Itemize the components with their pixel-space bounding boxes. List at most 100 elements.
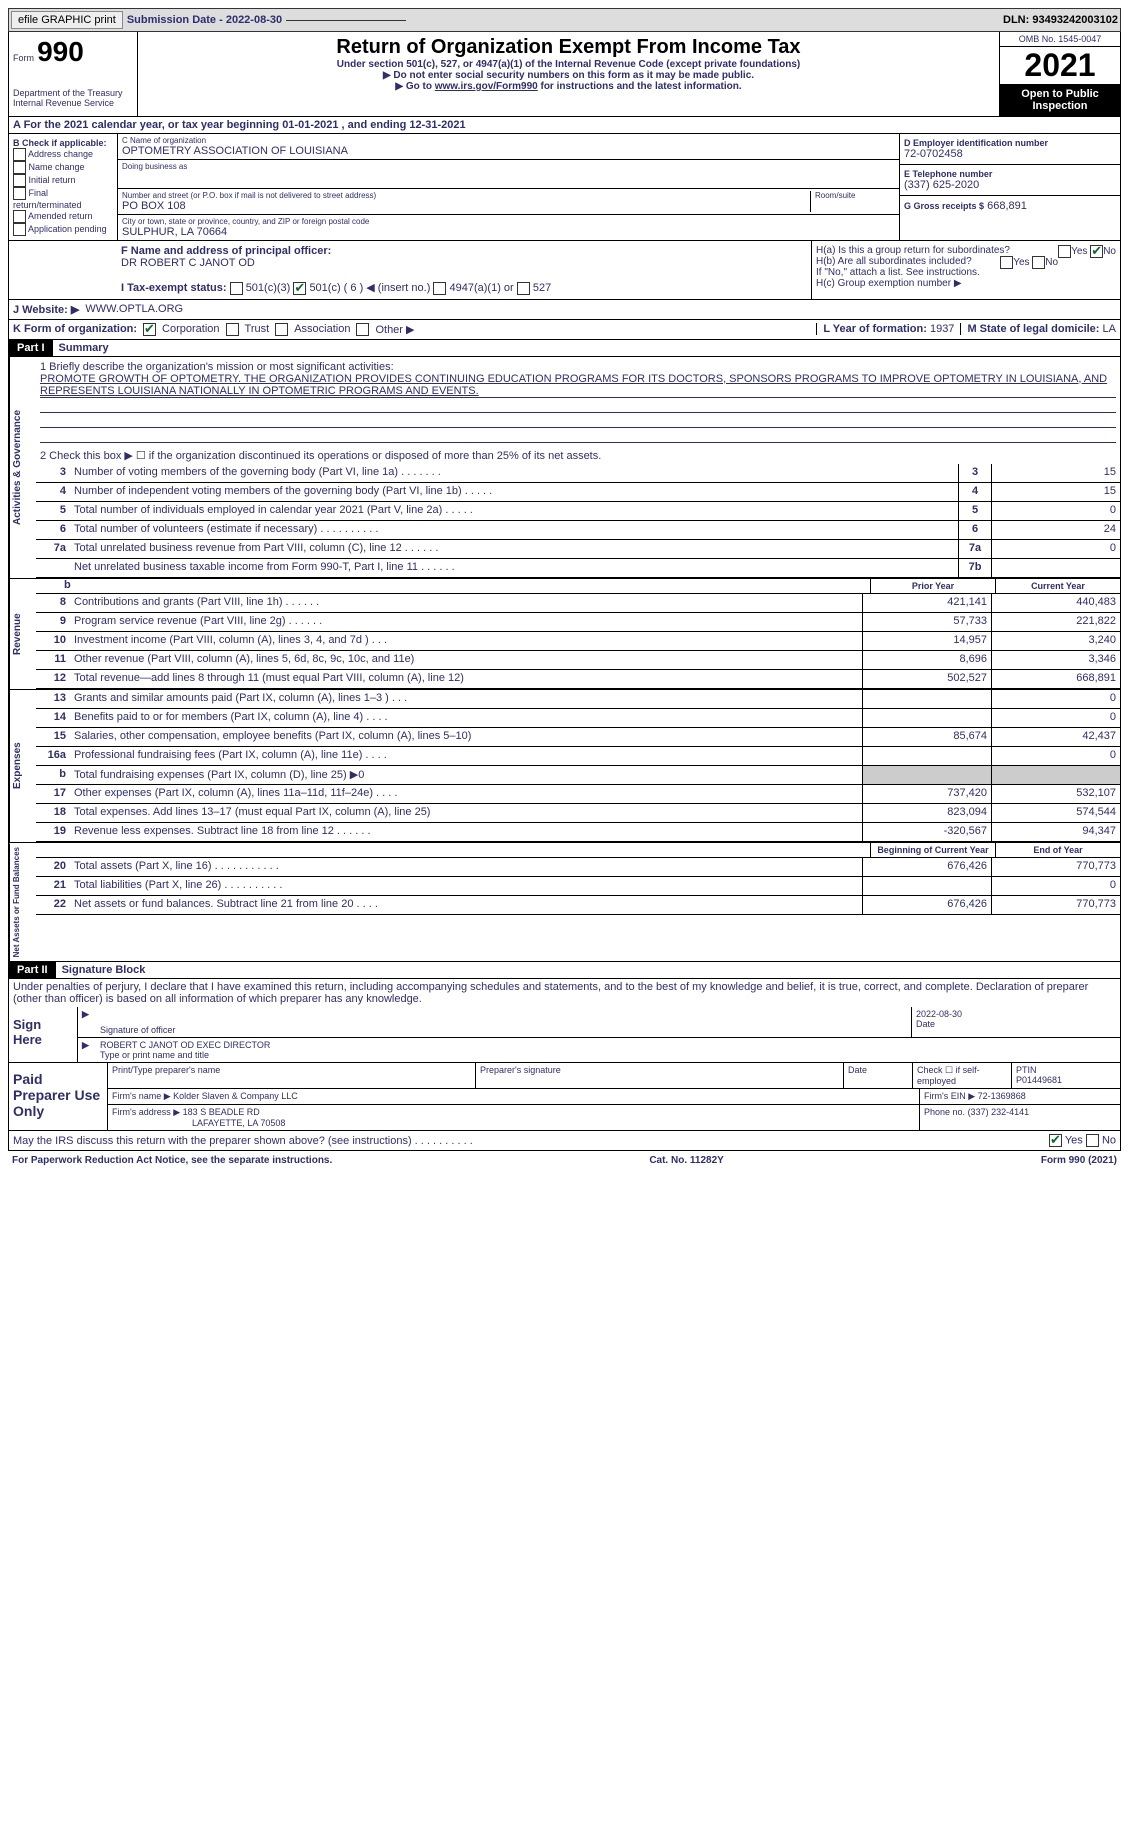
part2-title: Signature Block — [62, 964, 146, 976]
summary-row: 10Investment income (Part VIII, column (… — [36, 632, 1120, 651]
col-end-year: End of Year — [995, 843, 1120, 858]
hc-label: H(c) Group exemption number ▶ — [816, 278, 1116, 289]
summary-row: 9Program service revenue (Part VIII, lin… — [36, 613, 1120, 632]
dln: DLN: 93493242003102 — [1003, 14, 1118, 26]
discuss-yes[interactable] — [1049, 1134, 1062, 1147]
summary-row: Net unrelated business taxable income fr… — [36, 559, 1120, 578]
summary-row: bTotal fundraising expenses (Part IX, co… — [36, 766, 1120, 785]
side-net-assets: Net Assets or Fund Balances — [9, 843, 36, 961]
phone-value: (337) 625-2020 — [904, 179, 1116, 191]
check-corp[interactable] — [143, 323, 156, 336]
gross-receipts-label: G Gross receipts $ — [904, 201, 984, 211]
col-begin-year: Beginning of Current Year — [870, 843, 995, 858]
phone-label: E Telephone number — [904, 169, 1116, 179]
firm-phone: (337) 232-4141 — [968, 1107, 1030, 1117]
ha-yes[interactable] — [1058, 245, 1071, 258]
hb-no[interactable] — [1032, 256, 1045, 269]
firm-addr1: 183 S BEADLE RD — [183, 1107, 260, 1117]
form-label: Form — [13, 53, 34, 63]
side-governance: Activities & Governance — [9, 357, 36, 578]
org-name: OPTOMETRY ASSOCIATION OF LOUISIANA — [122, 145, 895, 157]
check-final[interactable] — [13, 187, 26, 200]
firm-name: Kolder Slaven & Company LLC — [173, 1091, 298, 1101]
tax-year: 2021 — [1000, 47, 1120, 84]
state-domicile-value: LA — [1103, 323, 1116, 335]
year-formation-label: L Year of formation: — [823, 323, 927, 335]
website-label: J Website: ▶ — [13, 303, 79, 316]
summary-row: 20Total assets (Part X, line 16) . . . .… — [36, 858, 1120, 877]
summary-row: 13Grants and similar amounts paid (Part … — [36, 690, 1120, 709]
summary-row: 18Total expenses. Add lines 13–17 (must … — [36, 804, 1120, 823]
efile-print-button[interactable]: efile GRAPHIC print — [11, 11, 123, 29]
ptin-label: PTIN — [1016, 1065, 1116, 1075]
check-501c3[interactable] — [230, 282, 243, 295]
check-name-change[interactable] — [13, 161, 26, 174]
summary-row: 14Benefits paid to or for members (Part … — [36, 709, 1120, 728]
sig-date: 2022-08-30 — [916, 1009, 1116, 1019]
ptin-value: P01449681 — [1016, 1075, 1116, 1085]
summary-row: 11Other revenue (Part VIII, column (A), … — [36, 651, 1120, 670]
city-state-zip: SULPHUR, LA 70664 — [122, 226, 895, 238]
ha-no[interactable] — [1090, 245, 1103, 258]
check-527[interactable] — [517, 282, 530, 295]
state-domicile-label: M State of legal domicile: — [967, 323, 1099, 335]
firm-ein-label: Firm's EIN ▶ — [924, 1091, 975, 1101]
summary-row: 5Total number of individuals employed in… — [36, 502, 1120, 521]
line2-text: 2 Check this box ▶ ☐ if the organization… — [36, 447, 1120, 464]
submission-date: Submission Date - 2022-08-30 — [127, 14, 282, 26]
summary-row: 17Other expenses (Part IX, column (A), l… — [36, 785, 1120, 804]
side-revenue: Revenue — [9, 579, 36, 689]
ein-label: D Employer identification number — [904, 138, 1116, 148]
box-c: C Name of organization OPTOMETRY ASSOCIA… — [118, 134, 899, 240]
summary-row: 12Total revenue—add lines 8 through 11 (… — [36, 670, 1120, 689]
check-pending[interactable] — [13, 223, 26, 236]
box-b: B Check if applicable: Address change Na… — [9, 134, 118, 240]
summary-row: 21Total liabilities (Part X, line 26) . … — [36, 877, 1120, 896]
check-4947[interactable] — [433, 282, 446, 295]
city-label: City or town, state or province, country… — [122, 217, 895, 226]
check-address-change[interactable] — [13, 148, 26, 161]
sign-here-label: Sign Here — [9, 1007, 78, 1062]
side-expenses: Expenses — [9, 690, 36, 842]
irs-link[interactable]: www.irs.gov/Form990 — [435, 81, 538, 92]
prep-self-employed: Check ☐ if self-employed — [913, 1063, 1012, 1088]
check-amended[interactable] — [13, 210, 26, 223]
discuss-no[interactable] — [1086, 1134, 1099, 1147]
line1-label: 1 Briefly describe the organization's mi… — [40, 361, 1116, 373]
website-value: WWW.OPTLA.ORG — [85, 303, 183, 315]
part1-title: Summary — [59, 342, 109, 354]
firm-name-label: Firm's name ▶ — [112, 1091, 171, 1101]
check-other[interactable] — [356, 323, 369, 336]
signature-declaration: Under penalties of perjury, I declare th… — [8, 979, 1121, 1007]
sig-name: ROBERT C JANOT OD EXEC DIRECTOR — [100, 1040, 1116, 1050]
check-initial[interactable] — [13, 174, 26, 187]
check-trust[interactable] — [226, 323, 239, 336]
box-b-title: B Check if applicable: — [13, 138, 113, 148]
check-501c[interactable] — [293, 282, 306, 295]
summary-row: 8Contributions and grants (Part VIII, li… — [36, 594, 1120, 613]
form-subtitle: Under section 501(c), 527, or 4947(a)(1)… — [142, 59, 995, 70]
tax-exempt-label: I Tax-exempt status: — [121, 282, 227, 294]
hb-label: H(b) Are all subordinates included? — [816, 256, 972, 267]
gross-receipts-value: 668,891 — [987, 200, 1027, 212]
officer-label: F Name and address of principal officer: — [121, 245, 807, 257]
col-current-year: Current Year — [995, 579, 1120, 594]
prep-sig-label: Preparer's signature — [476, 1063, 844, 1088]
footer-paperwork: For Paperwork Reduction Act Notice, see … — [12, 1155, 332, 1166]
dba-label: Doing business as — [122, 162, 895, 171]
mission-text: PROMOTE GROWTH OF OPTOMETRY. THE ORGANIZ… — [40, 373, 1116, 398]
firm-addr-label: Firm's address ▶ — [112, 1107, 180, 1117]
hb-yes[interactable] — [1000, 256, 1013, 269]
summary-row: 6Total number of volunteers (estimate if… — [36, 521, 1120, 540]
summary-row: 16aProfessional fundraising fees (Part I… — [36, 747, 1120, 766]
note-goto-pre: ▶ Go to — [395, 81, 434, 92]
firm-phone-label: Phone no. — [924, 1107, 965, 1117]
firm-ein: 72-1369868 — [978, 1091, 1026, 1101]
may-discuss-text: May the IRS discuss this return with the… — [13, 1135, 473, 1147]
summary-row: 19Revenue less expenses. Subtract line 1… — [36, 823, 1120, 842]
check-assoc[interactable] — [275, 323, 288, 336]
paid-preparer-label: Paid Preparer Use Only — [9, 1063, 108, 1130]
sig-name-label: Type or print name and title — [100, 1050, 1116, 1060]
footer-catno: Cat. No. 11282Y — [649, 1155, 723, 1166]
org-name-label: C Name of organization — [122, 136, 895, 145]
